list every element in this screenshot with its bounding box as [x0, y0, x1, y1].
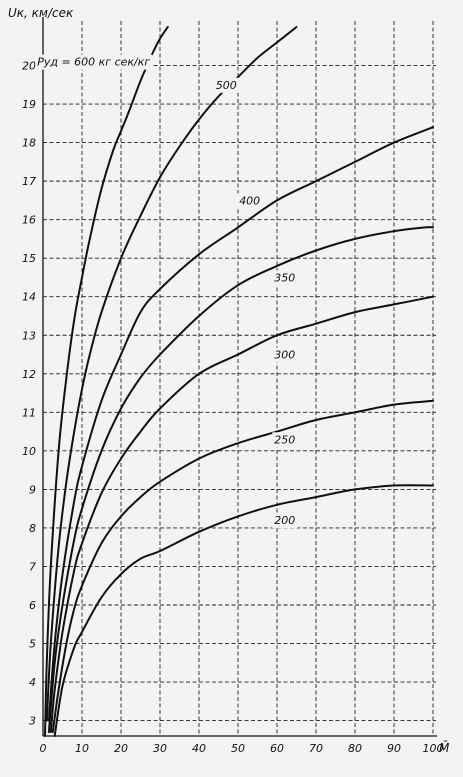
- x-tick-label: 0: [40, 742, 47, 755]
- y-tick-label: 20: [22, 60, 36, 73]
- y-axis-title: Uк, км/сек: [8, 6, 74, 20]
- series-line-1: [45, 26, 298, 722]
- series-line-0: [44, 26, 169, 737]
- x-tick-label: 10: [75, 742, 89, 755]
- x-axis-title: M̄: [439, 741, 450, 755]
- series-label-bg: [35, 54, 153, 70]
- y-tick-label: 8: [29, 522, 36, 535]
- series-label-4: 300: [274, 349, 295, 362]
- y-tick-label: 9: [29, 483, 36, 496]
- series-label-2: 400: [239, 194, 260, 207]
- grid-layer: [43, 21, 436, 736]
- series-label-bg: [272, 432, 298, 448]
- y-tick-label: 11: [22, 406, 36, 419]
- y-tick-label: 12: [22, 368, 36, 381]
- y-tick-label: 15: [22, 252, 36, 265]
- series-line-3: [47, 226, 434, 734]
- series-label-3: 350: [274, 271, 295, 284]
- series-layer: [44, 26, 434, 737]
- y-tick-label: 4: [29, 676, 36, 689]
- y-tick-label: 14: [22, 291, 36, 304]
- series-label-bg: [213, 77, 239, 93]
- y-tick-label: 7: [29, 560, 36, 573]
- y-tick-label: 16: [22, 214, 36, 227]
- x-tick-label: 60: [270, 742, 284, 755]
- y-tick-label: 5: [29, 638, 36, 651]
- axes-layer: [42, 17, 437, 737]
- y-tick-label: 10: [22, 445, 36, 458]
- series-label-0: Pуд = 600 кг сек/кг: [37, 56, 150, 69]
- series-line-4: [49, 295, 434, 734]
- y-tick-label: 13: [22, 329, 36, 342]
- series-labels: Pуд = 600 кг сек/кг 500 400 350 300 250 200: [35, 54, 298, 529]
- x-tick-label: 30: [153, 742, 167, 755]
- series-label-bg: [272, 270, 298, 286]
- series-label-1: 500: [216, 79, 237, 92]
- x-tick-label: 70: [309, 742, 323, 755]
- series-label-bg: [237, 193, 263, 209]
- y-tick-label: 18: [22, 137, 36, 150]
- y-tick-label: 6: [29, 599, 36, 612]
- series-line-6: [53, 484, 434, 737]
- x-tick-label: 50: [231, 742, 245, 755]
- x-tick-label: 80: [348, 742, 362, 755]
- series-line-2: [47, 126, 434, 722]
- series-label-bg: [272, 347, 298, 363]
- series-line-5: [51, 399, 434, 734]
- y-tick-label: 3: [29, 715, 36, 728]
- y-tick-label: 17: [22, 175, 36, 188]
- x-tick-label: 90: [387, 742, 401, 755]
- x-tick-label: 100: [423, 742, 444, 755]
- y-tick-label: 19: [22, 98, 36, 111]
- series-label-bg: [272, 513, 298, 529]
- x-tick-label: 20: [114, 742, 128, 755]
- series-label-5: 250: [274, 433, 295, 446]
- tick-labels: 0 10 20 30 40 50 60 70 80 90 100 3 4 5 6 7 8 9 10 11 12 13 14 1…: [22, 60, 444, 755]
- x-tick-label: 40: [192, 742, 206, 755]
- series-label-6: 200: [274, 514, 295, 527]
